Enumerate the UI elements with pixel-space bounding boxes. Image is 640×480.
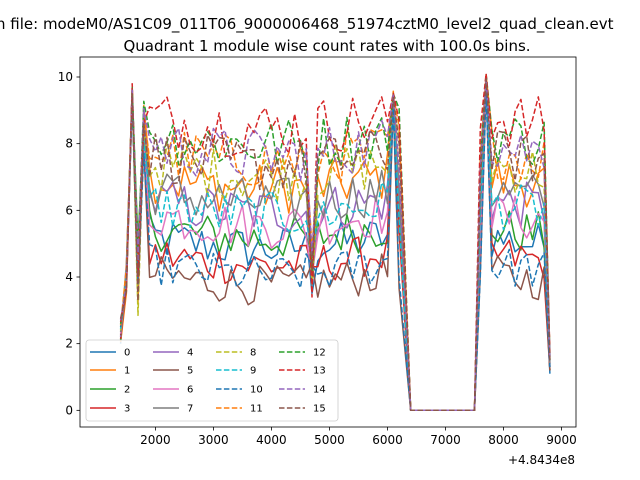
chart-suptitle: n file: modeM0/AS1C09_011T06_9000006468_… bbox=[0, 15, 614, 34]
x-tick-label: 3000 bbox=[198, 433, 229, 447]
x-tick-label: 8000 bbox=[488, 433, 519, 447]
legend-label-11: 11 bbox=[250, 404, 263, 415]
y-tick-label: 6 bbox=[65, 203, 73, 217]
x-tick-label: 4000 bbox=[256, 433, 287, 447]
legend-label-9: 9 bbox=[250, 366, 256, 377]
series-line-12 bbox=[119, 73, 551, 412]
legend-frame bbox=[85, 339, 339, 422]
legend-label-3: 3 bbox=[124, 404, 130, 415]
x-tick-label: 2000 bbox=[140, 433, 171, 447]
series-lines bbox=[119, 72, 551, 412]
legend-label-2: 2 bbox=[124, 385, 130, 396]
series-line-13 bbox=[119, 72, 551, 412]
y-tick-label: 8 bbox=[65, 137, 73, 151]
legend-label-0: 0 bbox=[124, 348, 130, 359]
legend-label-5: 5 bbox=[187, 366, 193, 377]
x-tick-label: 7000 bbox=[430, 433, 461, 447]
legend-label-8: 8 bbox=[250, 348, 256, 359]
series-line-15 bbox=[119, 77, 551, 412]
legend-label-12: 12 bbox=[313, 348, 326, 359]
x-tick-label: 5000 bbox=[314, 433, 345, 447]
chart-title: Quadrant 1 module wise count rates with … bbox=[123, 37, 530, 55]
series-line-10 bbox=[119, 89, 551, 412]
legend-label-6: 6 bbox=[187, 385, 193, 396]
legend-label-4: 4 bbox=[187, 348, 193, 359]
y-tick-label: 0 bbox=[65, 403, 73, 417]
x-tick-label: 9000 bbox=[546, 433, 577, 447]
y-tick-label: 4 bbox=[65, 270, 73, 284]
x-tick-label: 6000 bbox=[372, 433, 403, 447]
legend-label-7: 7 bbox=[187, 404, 193, 415]
plot-frame bbox=[79, 56, 577, 428]
x-offset-label: +4.8434e8 bbox=[508, 453, 575, 467]
legend-label-13: 13 bbox=[313, 366, 326, 377]
series-line-5 bbox=[119, 86, 551, 412]
legend-label-15: 15 bbox=[313, 404, 326, 415]
y-tick-label: 10 bbox=[58, 70, 73, 84]
legend-label-14: 14 bbox=[313, 385, 326, 396]
y-tick-label: 2 bbox=[65, 337, 73, 351]
legend-label-10: 10 bbox=[250, 385, 263, 396]
legend-label-1: 1 bbox=[124, 366, 130, 377]
